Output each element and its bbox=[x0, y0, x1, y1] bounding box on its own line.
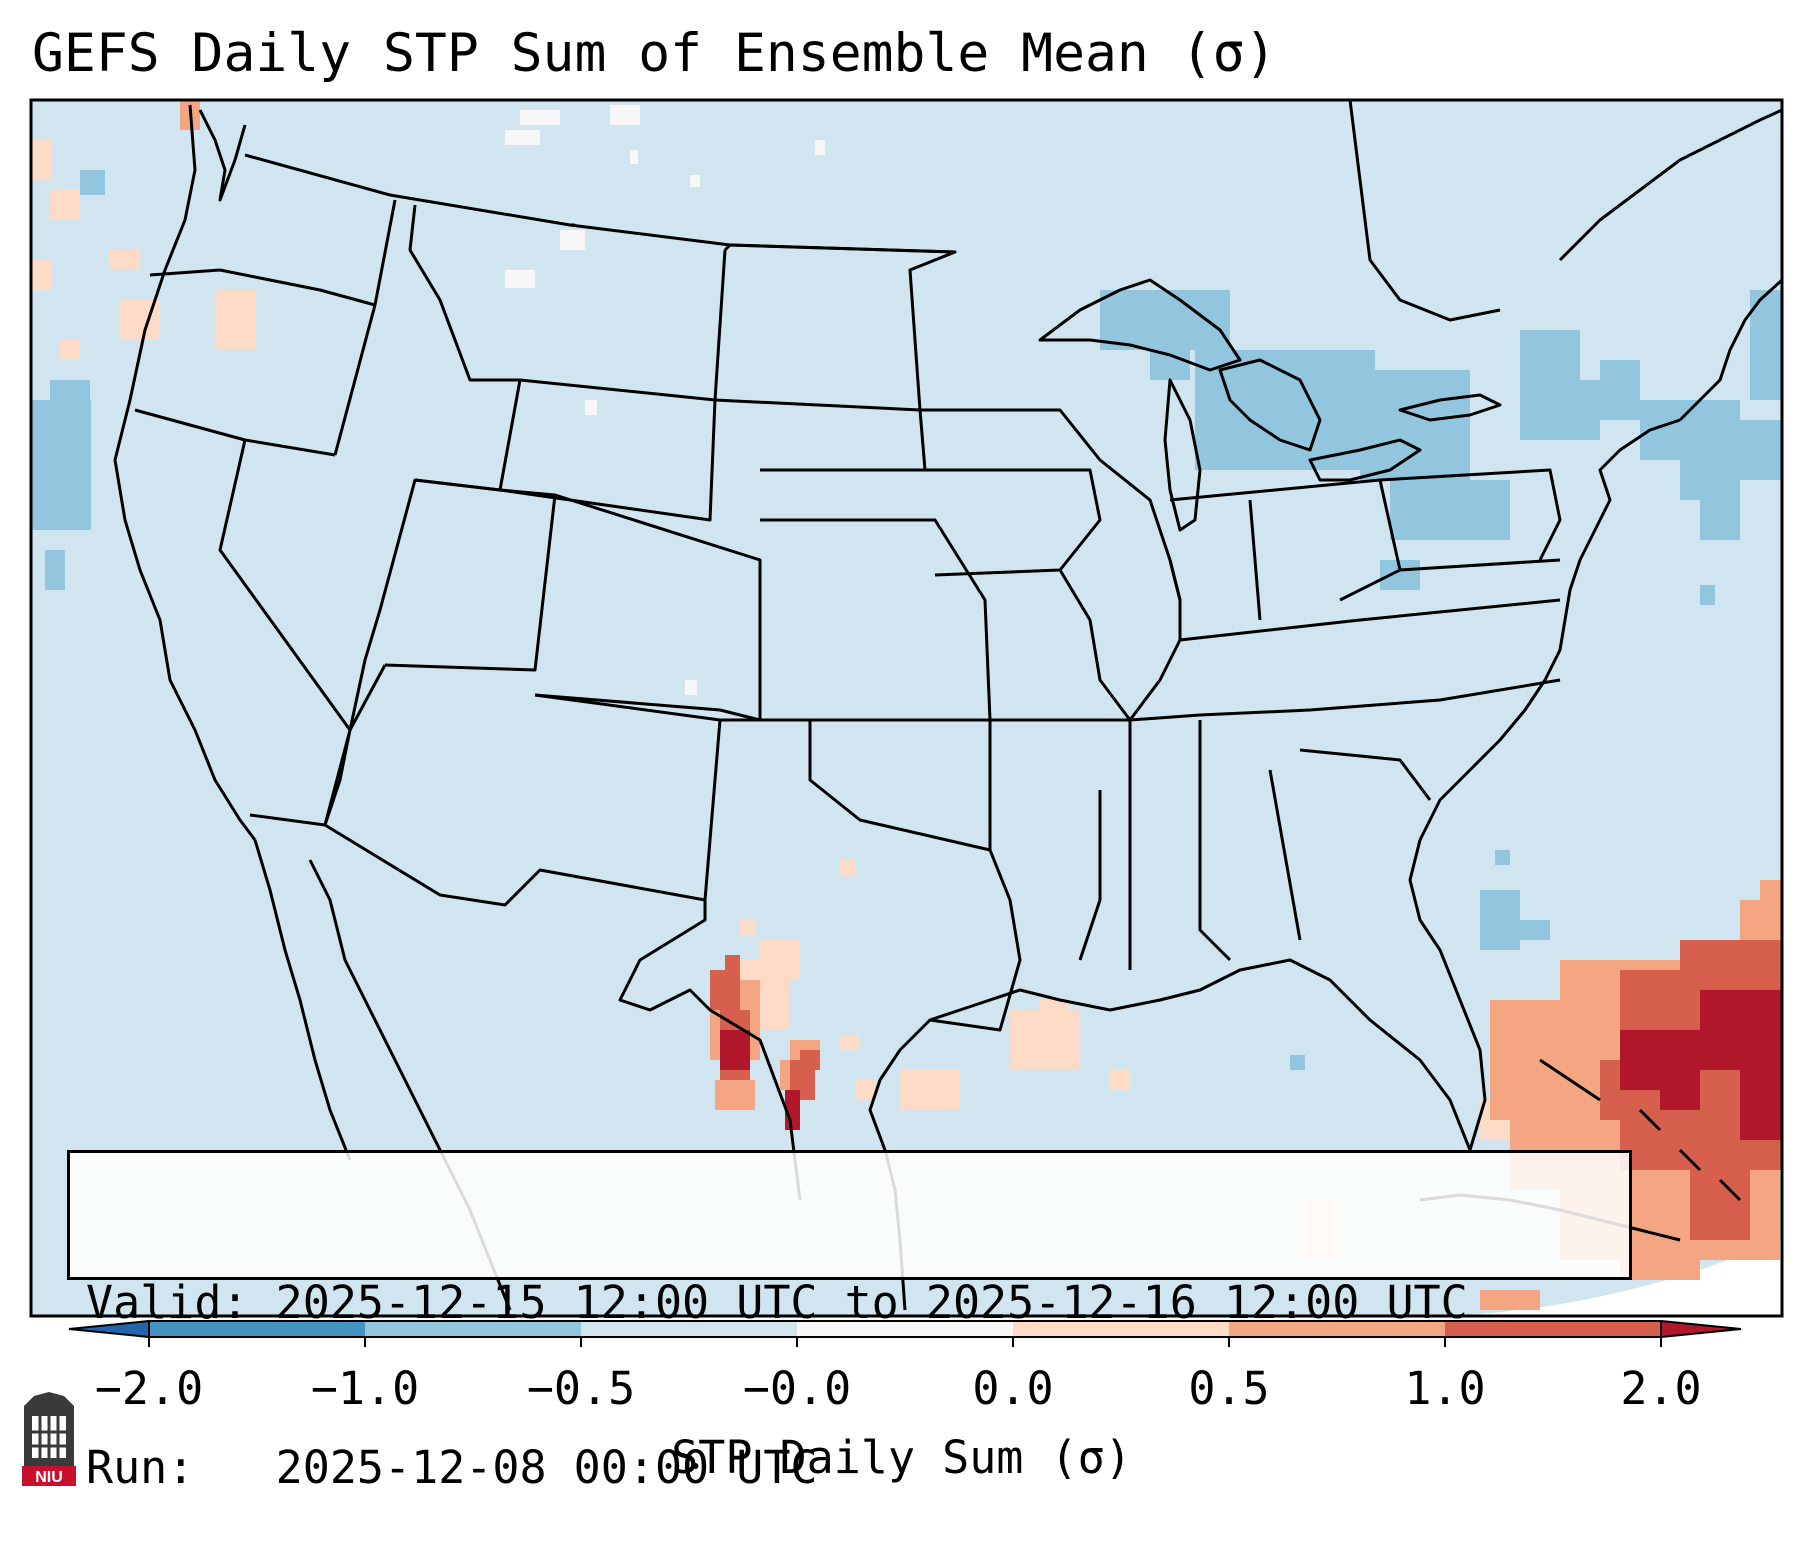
stp-map bbox=[29, 98, 1784, 1318]
map-frame bbox=[29, 98, 1784, 1318]
colorbar-segment bbox=[149, 1321, 366, 1337]
colorbar-tick-label: −0.5 bbox=[526, 1362, 636, 1415]
colorbar-tick-label: 0.0 bbox=[972, 1362, 1054, 1415]
colorbar bbox=[68, 1319, 1742, 1347]
niu-logo-text: NIU bbox=[35, 1469, 63, 1486]
near-zero-cells bbox=[505, 105, 825, 695]
colorbar-tick-label: 1.0 bbox=[1404, 1362, 1486, 1415]
colorbar-segment bbox=[1445, 1321, 1662, 1337]
colorbar-extend-high bbox=[1660, 1319, 1742, 1339]
niu-logo: NIU bbox=[22, 1392, 76, 1486]
map-title: GEFS Daily STP Sum of Ensemble Mean (σ) bbox=[32, 23, 1277, 84]
colorbar-tick-label: −1.0 bbox=[310, 1362, 420, 1415]
colorbar-segment bbox=[365, 1321, 582, 1337]
run-row: Run: 2025-12-08 00:00 UTC bbox=[86, 1440, 1629, 1495]
colorbar-label: STP Daily Sum (σ) bbox=[671, 1431, 1132, 1484]
colorbar-tick-label: 0.5 bbox=[1188, 1362, 1270, 1415]
state-borders bbox=[134, 199, 1562, 1201]
colorbar-extend-low bbox=[68, 1319, 150, 1339]
colorbar-frame bbox=[148, 1320, 1662, 1338]
run-value: 2025-12-08 00:00 UTC bbox=[275, 1441, 818, 1494]
colorbar-tick-label: −0.0 bbox=[742, 1362, 852, 1415]
colorbar-segment bbox=[797, 1321, 1014, 1337]
run-label: Run: bbox=[86, 1441, 195, 1494]
negative-anomaly-cells bbox=[31, 170, 1782, 1070]
colorbar-segment bbox=[1013, 1321, 1230, 1337]
colorbar-segment bbox=[1229, 1321, 1446, 1337]
colorbar-segment bbox=[581, 1321, 798, 1337]
colorbar-tick-label: 2.0 bbox=[1620, 1362, 1702, 1415]
colorbar-tick-label: −2.0 bbox=[94, 1362, 204, 1415]
positive-darkred-cells bbox=[720, 990, 1782, 1140]
